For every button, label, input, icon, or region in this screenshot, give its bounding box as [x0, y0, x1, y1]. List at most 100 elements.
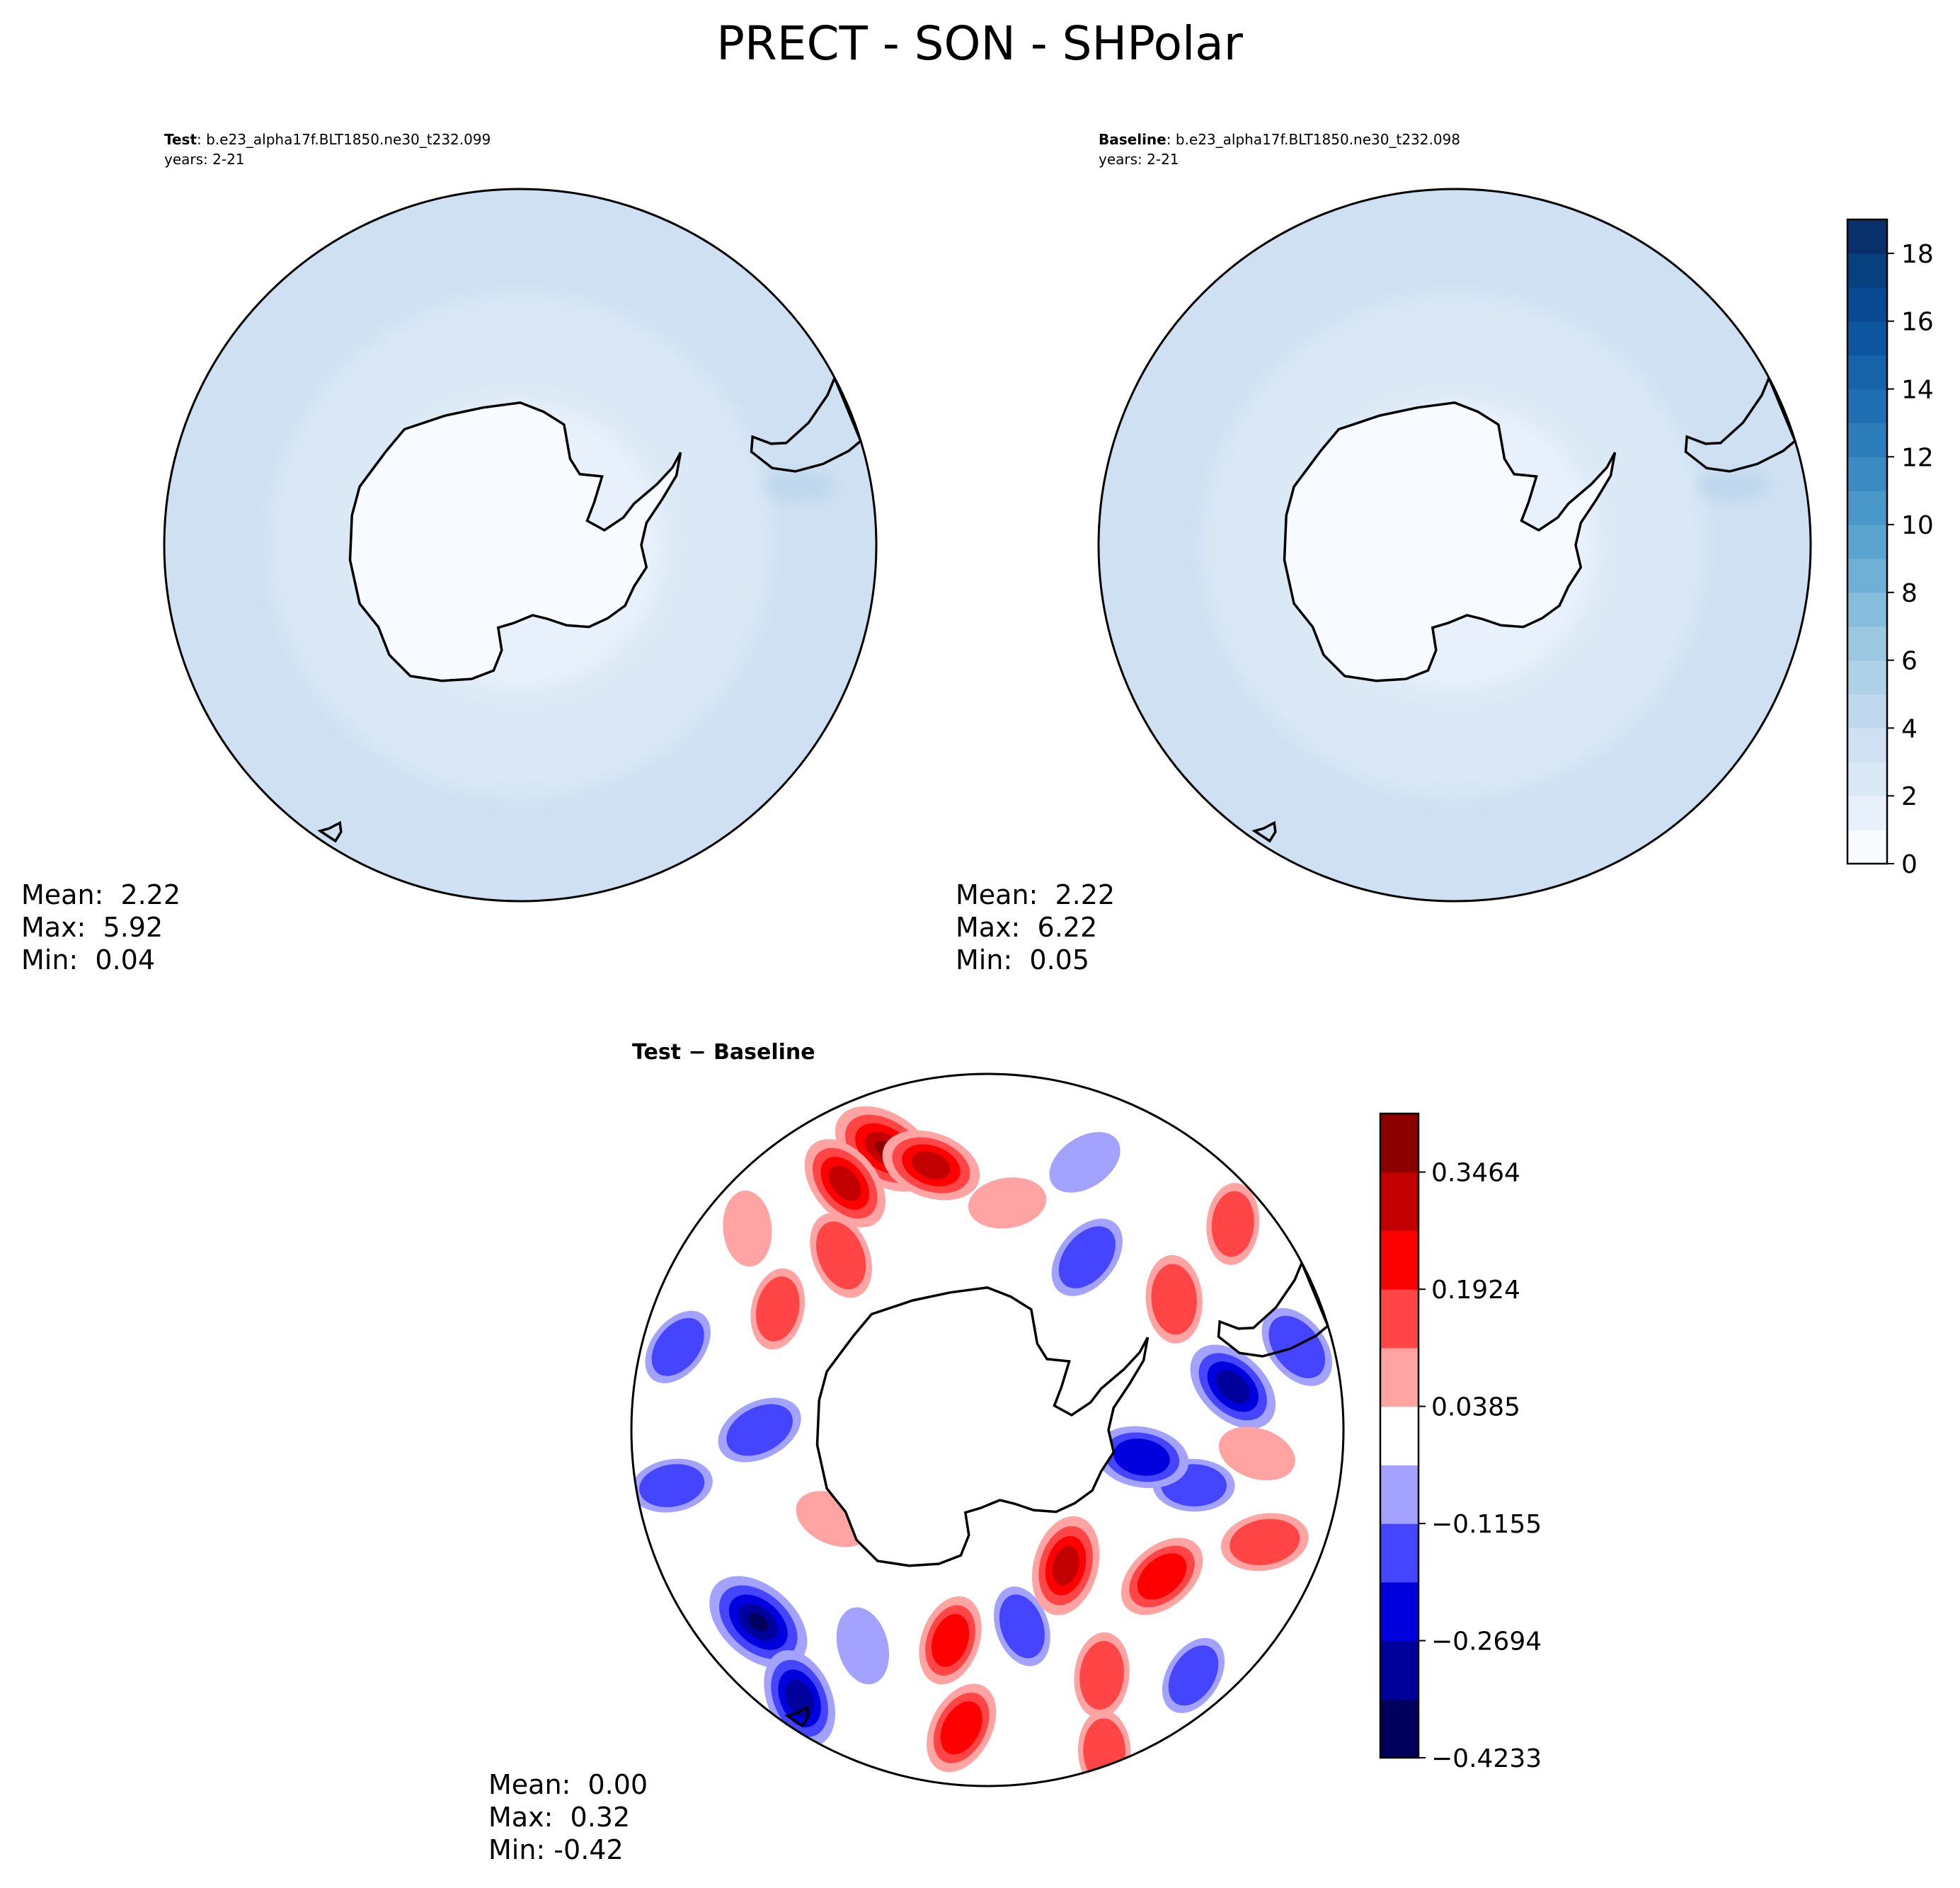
colorbar-level [1847, 694, 1887, 729]
anomaly-blob [940, 1701, 982, 1755]
anomaly-blob [1215, 1370, 1250, 1404]
baseline-years: years: 2-21 [1099, 151, 1179, 168]
baseline-map-boundary [1097, 188, 1812, 903]
colorbar-level [1847, 660, 1887, 695]
baseline-min: Min: 0.05 [956, 944, 1089, 976]
colorbar-level [1847, 457, 1887, 491]
colorbar-level [1847, 423, 1887, 457]
colorbar-tick-label: 2 [1901, 782, 1918, 811]
baseline-title-bold: Baseline [1099, 131, 1167, 148]
anomaly-blob [1168, 1645, 1219, 1706]
colorbar-tick-label: 4 [1901, 714, 1918, 743]
difference-continent [784, 1259, 1330, 1728]
colorbar-tick-label: 8 [1901, 579, 1918, 608]
colorbar-level [1380, 1347, 1419, 1407]
test-title-text: : b.e23_alpha17f.BLT1850.ne30_t232.099 [197, 131, 491, 148]
panel-difference: Test − Baseline Mean: 0.00 Max: 0.32 Min… [488, 1040, 1542, 1865]
colorbar-level [1380, 1523, 1419, 1583]
colorbar-level [1380, 1230, 1419, 1290]
baseline-title: Baseline: b.e23_alpha17f.BLT1850.ne30_t2… [1099, 131, 1460, 148]
colorbar-level [1847, 796, 1887, 830]
anomaly-blob [912, 1151, 951, 1179]
anomaly-blob [1058, 1226, 1116, 1288]
colorbar-level [1380, 1114, 1419, 1173]
test-years: years: 2-21 [164, 151, 245, 168]
anomaly-blob [828, 1165, 861, 1201]
panel-test: Test: b.e23_alpha17f.BLT1850.ne30_t232.0… [21, 131, 878, 976]
baseline-title-text: : b.e23_alpha17f.BLT1850.ne30_t232.098 [1167, 131, 1460, 148]
colorbar-tick-label: 6 [1901, 647, 1918, 676]
difference-min: Min: -0.42 [488, 1834, 624, 1865]
baseline-continent [1251, 374, 1797, 843]
colorbar-level [1847, 762, 1887, 796]
colorbar-tick-label: 0.3464 [1431, 1159, 1520, 1188]
colorbar-level [1847, 830, 1887, 864]
difference-map-boundary [630, 1072, 1345, 1787]
south-america-outline [750, 374, 863, 473]
colorbar-level [1847, 728, 1887, 762]
colorbar-tick-label: 14 [1901, 375, 1934, 404]
baseline-max: Max: 6.22 [956, 912, 1097, 943]
anomaly-blob [1079, 1641, 1124, 1710]
colorbar-level [1847, 558, 1887, 593]
difference-map [631, 1074, 1343, 1786]
colorbar-level [1847, 219, 1887, 254]
anomaly-blob [726, 1404, 793, 1456]
colorbar-tick-label: 12 [1901, 443, 1934, 472]
anomaly-blob [1218, 1426, 1295, 1481]
colorbar-level [1847, 321, 1887, 356]
test-map-boundary [163, 188, 878, 903]
anomaly-blob [639, 1464, 705, 1508]
colorbar-level [1847, 253, 1887, 288]
difference-title: Test − Baseline [632, 1040, 815, 1065]
colorbar-level [1380, 1406, 1419, 1465]
colorbar-tick-label: 16 [1901, 308, 1934, 337]
baseline-map [1099, 189, 1811, 901]
anomaly-blob [651, 1317, 704, 1376]
colorbar-tick-label: −0.1155 [1431, 1510, 1542, 1539]
anomaly-blob [1268, 1315, 1326, 1378]
anomaly-blob [968, 1177, 1047, 1229]
colorbar-tick-label: 0.0385 [1431, 1393, 1520, 1422]
colorbar-tick-label: −0.2694 [1431, 1627, 1542, 1657]
colorbar-level [1847, 389, 1887, 423]
difference-colorbar: −0.4233 −0.2694 −0.1155 0.0385 0.1924 0.3464 [1379, 1112, 1542, 1773]
test-continent [317, 374, 863, 843]
test-min: Min: 0.04 [21, 944, 155, 976]
anomaly-blob [816, 1221, 866, 1290]
anomaly-blob [1151, 1264, 1197, 1335]
colorbar-level [1380, 1289, 1419, 1349]
precip-max [763, 470, 835, 502]
tasmania-outline [317, 820, 343, 843]
test-title: Test: b.e23_alpha17f.BLT1850.ne30_t232.0… [164, 131, 491, 148]
colorbar-tick-label: 0.1924 [1431, 1276, 1520, 1305]
anomaly-blob [1052, 1545, 1079, 1586]
baseline-mean: Mean: 2.22 [956, 879, 1115, 910]
anomaly-blob [756, 1276, 800, 1341]
colorbar-level [1847, 491, 1887, 525]
difference-mean: Mean: 0.00 [488, 1769, 648, 1800]
colorbar-tick-label: 18 [1901, 240, 1934, 269]
anomaly-blob [1113, 1438, 1170, 1476]
anomaly-blob [1137, 1553, 1187, 1600]
colorbar-level [1847, 592, 1887, 627]
colorbar-level [1847, 355, 1887, 390]
south-america-outline [1684, 374, 1797, 473]
colorbar-level [1847, 287, 1887, 322]
colorbar-level [1847, 525, 1887, 559]
colorbar-tick-label: 10 [1901, 511, 1934, 540]
colorbar-level [1380, 1640, 1419, 1700]
colorbar-level [1380, 1172, 1419, 1232]
anomaly-blob [1049, 1132, 1121, 1193]
anomaly-blob [999, 1594, 1045, 1659]
anomaly-blob [932, 1613, 970, 1667]
antarctica-outline [815, 1286, 1150, 1567]
difference-max: Max: 0.32 [488, 1802, 630, 1833]
colorbar-level [1380, 1699, 1419, 1758]
anomaly-blob [1230, 1518, 1300, 1565]
test-max: Max: 5.92 [21, 912, 163, 943]
antarctica-outline [348, 401, 682, 682]
colorbar-frame [1846, 218, 1889, 865]
colorbar-frame [1379, 1112, 1420, 1759]
